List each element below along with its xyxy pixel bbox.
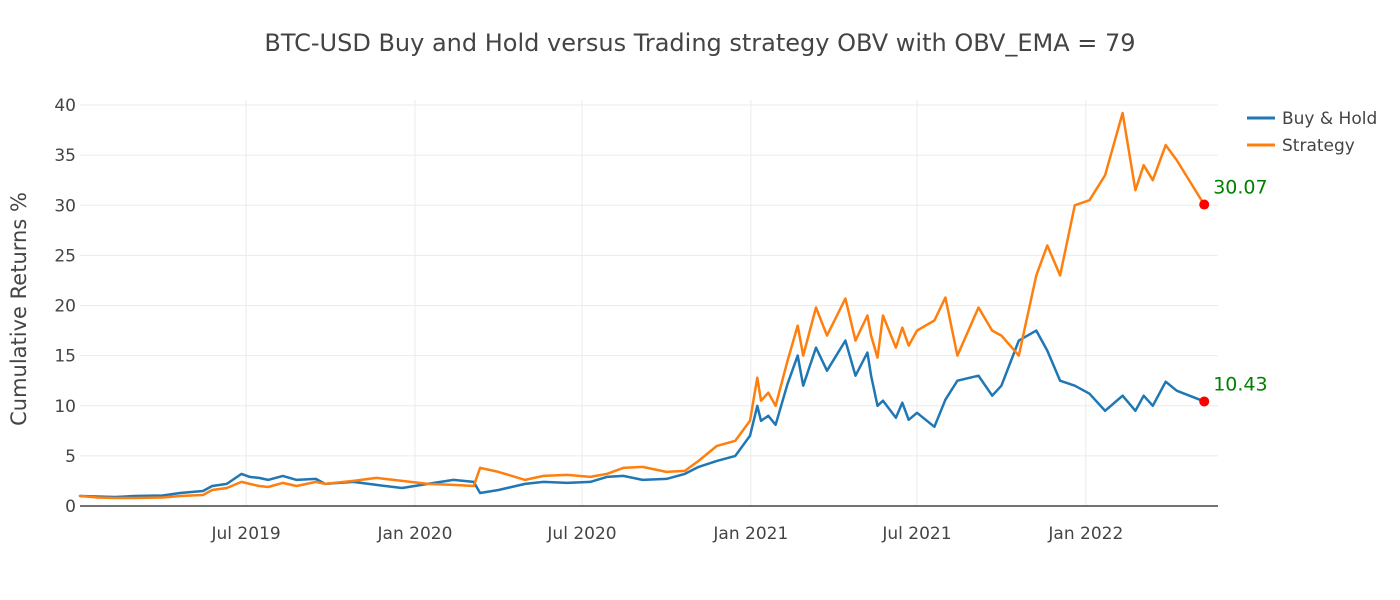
y-tick-label: 20	[54, 297, 76, 317]
y-axis-ticks: 0 5 10 15 20 25 30 35 40	[54, 96, 76, 517]
legend-item[interactable]: Strategy	[1247, 136, 1355, 156]
end-value-label: 10.43	[1213, 373, 1267, 395]
legend-label: Buy & Hold	[1282, 109, 1377, 129]
chart-title: BTC-USD Buy and Hold versus Trading stra…	[264, 29, 1135, 57]
x-tick-label: Jul 2021	[881, 524, 951, 544]
x-axis-ticks: Jul 2019 Jan 2020 Jul 2020 Jan 2021 Jul 2021…	[211, 524, 1124, 544]
end-value-label: 30.07	[1213, 177, 1267, 199]
y-tick-label: 5	[65, 447, 76, 467]
y-tick-label: 30	[54, 196, 76, 216]
y-tick-label: 25	[54, 246, 76, 266]
series-line-1	[78, 111, 1206, 500]
legend-item[interactable]: Buy & Hold	[1247, 109, 1377, 129]
grid	[80, 100, 1218, 506]
legend[interactable]: Buy & Hold Strategy	[1247, 109, 1377, 156]
y-tick-label: 15	[54, 347, 76, 367]
y-axis-title: Cumulative Returns %	[7, 192, 31, 426]
x-tick-label: Jul 2020	[546, 524, 616, 544]
y-tick-label: 0	[65, 497, 76, 517]
y-tick-label: 10	[54, 397, 76, 417]
x-tick-label: Jul 2019	[211, 524, 281, 544]
end-markers: 10.43 30.07	[1199, 177, 1268, 407]
x-tick-label: Jan 2021	[712, 524, 788, 544]
series	[78, 111, 1206, 500]
end-marker	[1199, 396, 1210, 407]
y-tick-label: 35	[54, 146, 76, 166]
end-marker	[1199, 199, 1210, 210]
x-tick-label: Jan 2022	[1047, 524, 1123, 544]
series-line-0	[78, 329, 1206, 499]
y-tick-label: 40	[54, 96, 76, 116]
x-tick-label: Jan 2020	[377, 524, 453, 544]
legend-label: Strategy	[1282, 136, 1355, 156]
